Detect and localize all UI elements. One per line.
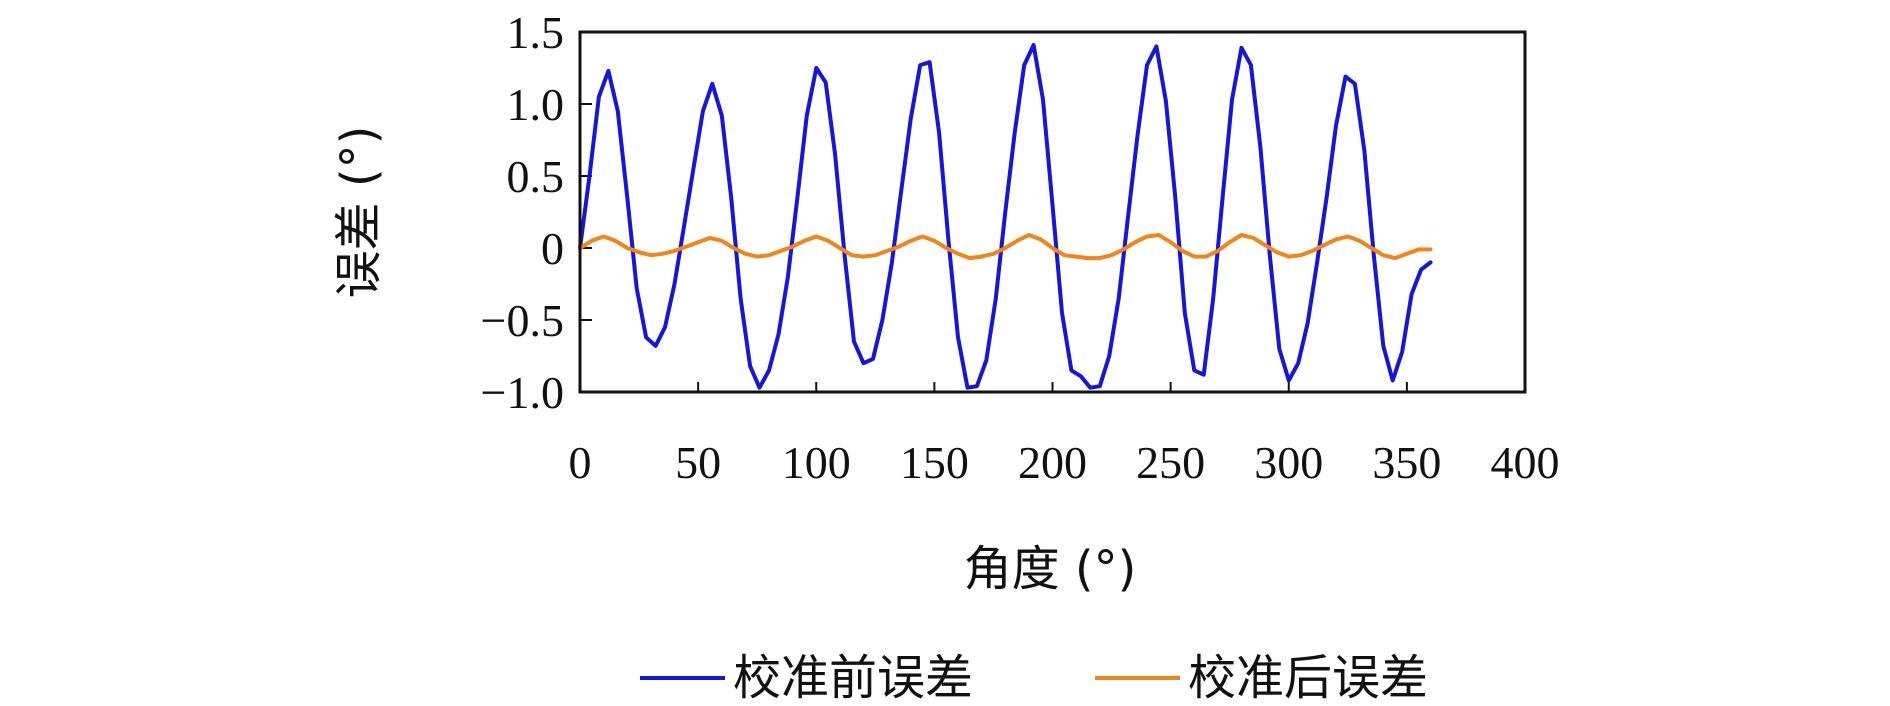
y-axis-ticks: −1.0 −0.5 0 0.5 1.0 1.5 bbox=[481, 7, 592, 418]
x-tick-label: 250 bbox=[1136, 437, 1205, 488]
x-tick-label: 300 bbox=[1254, 437, 1323, 488]
legend: 校准前误差 校准后误差 bbox=[640, 650, 1428, 706]
x-axis-title: 角度 (°) bbox=[964, 541, 1137, 597]
x-tick-label: 200 bbox=[1018, 437, 1087, 488]
y-axis-title: 误差 (°) bbox=[331, 126, 387, 299]
x-tick-label: 100 bbox=[782, 437, 851, 488]
series-line-2 bbox=[578, 233, 1433, 261]
y-tick-label: 1.0 bbox=[507, 79, 565, 130]
x-tick-label: 150 bbox=[900, 437, 969, 488]
plot-frame bbox=[578, 30, 1527, 394]
x-tick-label: 350 bbox=[1372, 437, 1441, 488]
series-line-1 bbox=[578, 43, 1433, 390]
x-axis-ticks: 0 50 100 150 200 250 300 350 400 bbox=[569, 382, 1560, 488]
x-tick-label: 400 bbox=[1491, 437, 1560, 488]
x-tick-label: 0 bbox=[569, 437, 592, 488]
y-tick-label: −0.5 bbox=[481, 295, 564, 346]
y-tick-label: −1.0 bbox=[481, 367, 564, 418]
x-tick-label: 50 bbox=[675, 437, 721, 488]
legend-label-2: 校准后误差 bbox=[1188, 650, 1428, 706]
legend-label-1: 校准前误差 bbox=[733, 650, 973, 706]
y-tick-label: 1.5 bbox=[507, 7, 565, 58]
y-tick-label: 0 bbox=[541, 223, 564, 274]
plot-series bbox=[578, 43, 1433, 390]
y-tick-label: 0.5 bbox=[507, 151, 565, 202]
